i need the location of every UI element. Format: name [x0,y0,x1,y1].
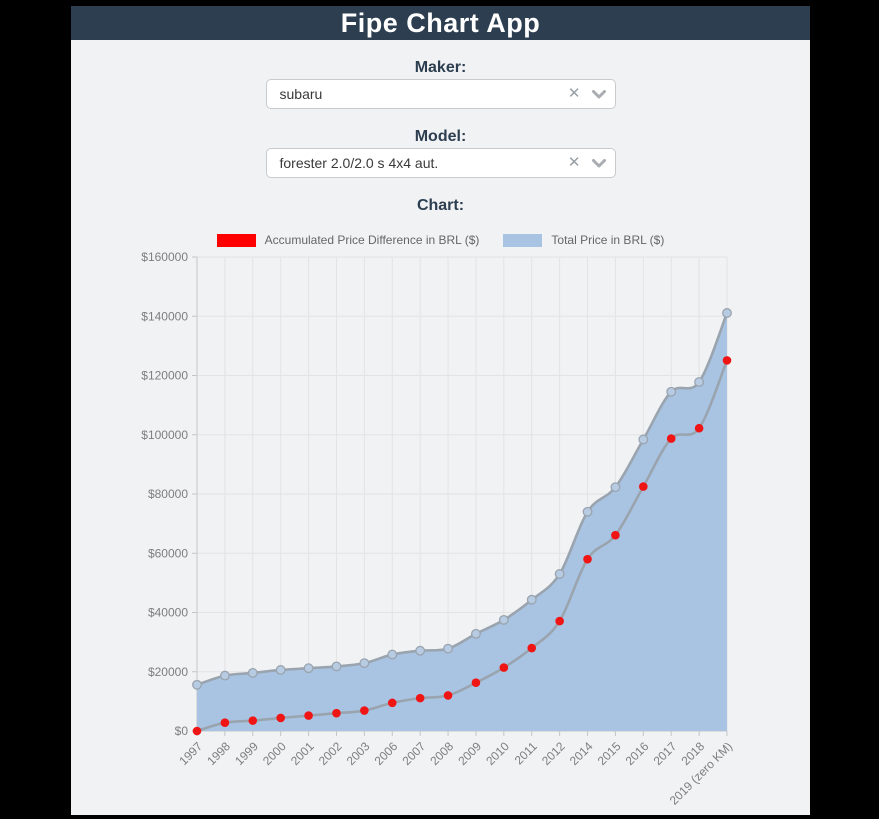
maker-label: Maker: [414,59,467,76]
price-chart-canvas[interactable]: $0 $20000 $40000 $60000 $80000 $100000 $120000… [131,249,810,815]
app-header: Fipe Chart App [71,6,810,40]
svg-text:$40000: $40000 [148,606,188,620]
svg-text:2016: 2016 [623,739,652,768]
svg-text:$80000: $80000 [148,487,188,501]
svg-text:$0: $0 [175,724,189,738]
legend-label-total: Total Price in BRL ($) [551,233,665,247]
clear-icon[interactable]: ✕ [567,154,581,171]
clear-icon[interactable]: ✕ [567,85,581,102]
svg-text:2014: 2014 [567,739,596,768]
svg-text:2002: 2002 [316,739,345,768]
svg-text:2001: 2001 [288,739,317,768]
legend-item-total[interactable]: Total Price in BRL ($) [503,233,664,247]
svg-text:2010: 2010 [483,739,512,768]
svg-text:$160000: $160000 [141,250,188,264]
chart-label: Chart: [416,197,465,214]
svg-text:2000: 2000 [260,739,289,768]
svg-text:$100000: $100000 [141,428,188,442]
svg-text:2015: 2015 [595,739,624,768]
legend-swatch-blue [503,233,543,247]
svg-text:2009: 2009 [455,739,484,768]
app-window: Fipe Chart App Maker: subaru ✕ Model: fo… [71,6,810,815]
svg-text:2017: 2017 [651,739,680,768]
svg-text:1997: 1997 [176,739,205,768]
svg-text:1998: 1998 [204,739,233,768]
svg-text:2006: 2006 [372,739,401,768]
chart-legend: Accumulated Price Difference in BRL ($) … [71,233,810,247]
svg-text:2007: 2007 [399,739,428,768]
svg-text:2008: 2008 [427,739,456,768]
svg-text:$20000: $20000 [148,665,188,679]
main-content: Maker: subaru ✕ Model: forester 2.0/2.0 … [71,59,810,815]
app-title: Fipe Chart App [340,7,541,38]
svg-text:1999: 1999 [232,739,261,768]
svg-text:2003: 2003 [344,739,373,768]
svg-text:$60000: $60000 [148,546,188,560]
svg-text:$140000: $140000 [141,309,188,323]
maker-select-value: subaru [279,86,323,102]
legend-label-accumulated: Accumulated Price Difference in BRL ($) [264,233,480,247]
model-select[interactable]: forester 2.0/2.0 s 4x4 aut. ✕ [265,148,616,178]
legend-item-accumulated[interactable]: Accumulated Price Difference in BRL ($) [216,233,480,247]
svg-text:2012: 2012 [539,739,568,768]
chevron-down-icon[interactable] [591,159,606,168]
svg-text:2011: 2011 [512,739,540,767]
svg-text:$120000: $120000 [141,369,188,383]
legend-swatch-red [216,233,256,247]
model-select-value: forester 2.0/2.0 s 4x4 aut. [279,155,439,171]
model-label: Model: [414,128,467,145]
chevron-down-icon[interactable] [591,90,606,99]
maker-select[interactable]: subaru ✕ [265,79,616,109]
